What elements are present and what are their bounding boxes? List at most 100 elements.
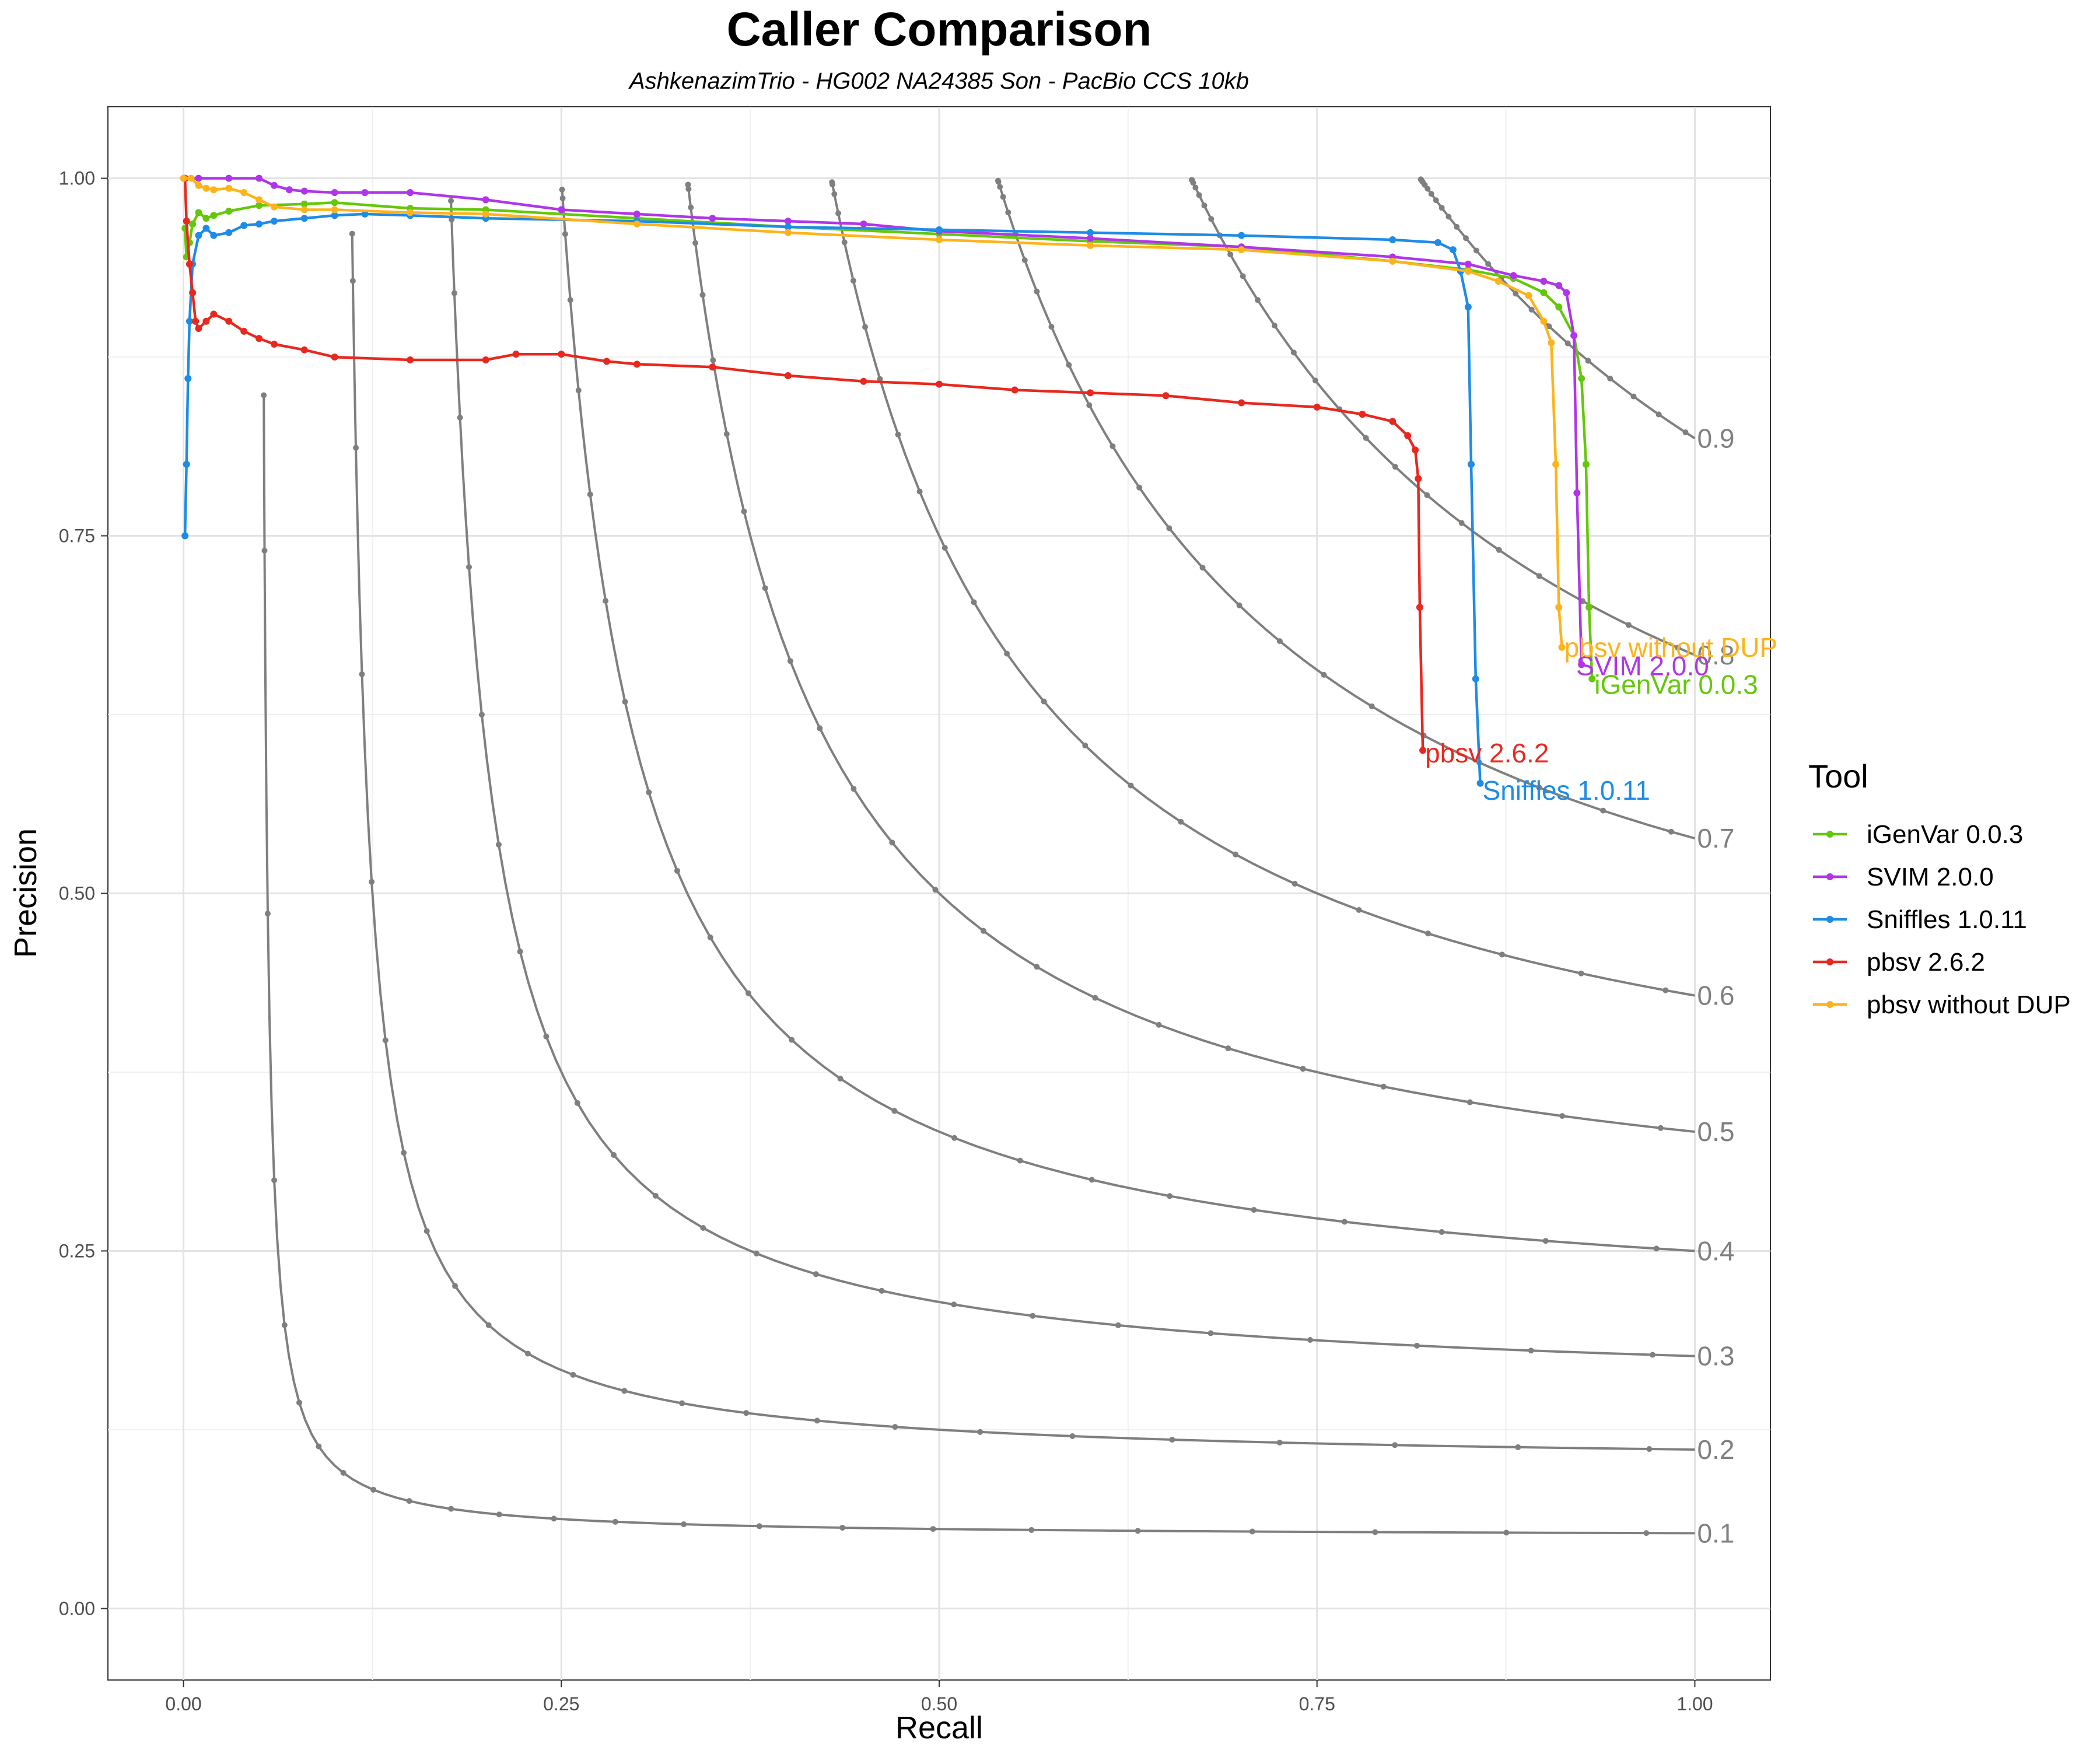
f-contour-point [452,1283,459,1289]
f-contour-point [1578,970,1584,977]
f-contour-point [401,1150,407,1156]
series-point [1087,235,1094,242]
series-point [1573,489,1581,496]
f-contour-point [892,1424,898,1430]
f-contour-point [406,1498,412,1504]
f-contour-point [1236,602,1242,608]
f-contour-point [831,191,838,197]
f-contour-point [622,699,628,705]
f-contour-point [1653,1245,1660,1252]
series-point [331,212,338,219]
f-contour-point [1425,930,1432,937]
series-point [225,207,233,215]
f-contour-point [1156,1021,1162,1028]
f-contour-point [457,414,463,421]
f-contour-point [340,1469,346,1476]
f-contour-point [700,1225,706,1231]
series-point [202,184,210,192]
series-point [633,210,640,218]
f-contour-point [1466,1099,1473,1105]
f-contour-point [756,1523,762,1530]
y-tick-label: 0.25 [59,1240,95,1261]
series-point [183,218,190,225]
f-contour-point [281,1322,288,1328]
f-contour-point [679,1400,685,1406]
f-contour-point [575,387,582,394]
series-point [1468,460,1475,468]
y-tick-label: 0.75 [59,526,95,547]
f-contour-point [1607,375,1614,382]
series-point [300,215,308,222]
series-point [300,187,308,195]
f-contour-point [841,239,848,246]
f-contour-point [1372,1529,1378,1535]
series-point [1563,289,1570,296]
f-contour-point [570,1371,576,1378]
f-contour-point [543,1033,550,1040]
f-contour-point [1438,1229,1445,1235]
f-contour-point [478,712,485,718]
f-contour-point [685,181,691,188]
series-point [225,229,233,236]
series-point [1238,232,1245,239]
f-contour-point [1424,186,1431,192]
f-contour-point [1414,1342,1420,1349]
series-point [1540,278,1548,285]
series-point [1555,303,1563,311]
f-contour-point [1004,650,1010,657]
f-contour-point [1643,1530,1650,1536]
series-point [407,356,414,363]
series-point [784,229,792,236]
series-point [256,220,263,228]
series-point [1525,292,1532,299]
series-point [1087,389,1094,397]
y-tick-label: 0.50 [59,883,95,904]
f-contour-point [1368,703,1375,709]
series-point [1389,257,1396,265]
f-contour-point [1069,1433,1076,1440]
f-contour-point [1290,349,1297,356]
series-point [1238,399,1245,407]
f-contour-point [1233,851,1239,858]
f-contour-point [889,839,895,846]
f-contour-point [1485,261,1492,267]
f-contour-point [1650,1352,1656,1358]
series-lines [180,174,1596,787]
series-point [482,196,489,204]
f-contour-point [559,195,566,201]
f-contour-point [1227,251,1234,258]
series-point [195,209,202,216]
series-point [407,209,414,216]
f-contour-point [688,204,694,211]
f-contour-point [837,1076,844,1082]
f-contour-point [814,1418,820,1424]
f-contour-point [567,297,573,303]
f-contour-point [1251,1207,1257,1213]
f-contour-point [1271,323,1278,329]
f-contour-point [451,290,457,296]
f-contour-point [817,725,823,732]
series-point [1464,303,1472,311]
f-contour-point [1017,1157,1023,1164]
series-point [240,222,248,229]
series-point [331,189,338,197]
f-contour-point [674,867,680,874]
series-point [210,232,218,239]
f-contour-point [916,488,923,495]
series-point [558,206,565,214]
series-point [1238,246,1245,254]
f-contour-point [1559,1113,1566,1119]
f-contour-point [1380,1083,1387,1090]
series-point [1464,267,1472,275]
f-contour-point [1546,323,1552,330]
f-contour-point [551,1516,557,1522]
series-point [1476,779,1484,787]
series-point [225,184,233,192]
f-contour-point [723,430,730,437]
f-contour-point [562,231,568,237]
f-contour-point [1034,288,1040,295]
f-contour-label: 0.5 [1697,1116,1734,1147]
f-contour-point [424,1228,430,1234]
series-point [936,226,943,233]
